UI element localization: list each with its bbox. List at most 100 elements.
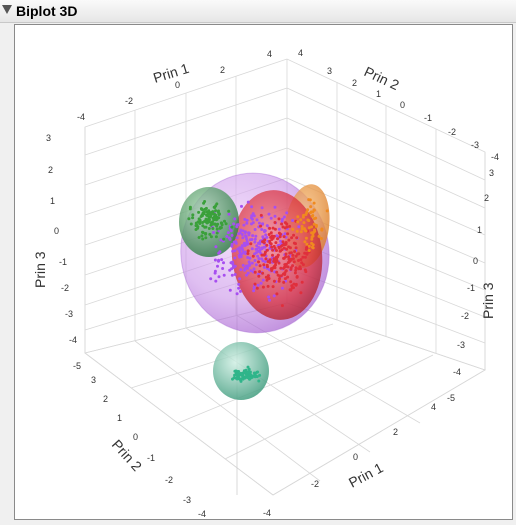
data-point: [217, 259, 220, 263]
data-point: [262, 245, 266, 249]
data-point: [204, 232, 208, 236]
plot-frame[interactable]: -4 -2 0 2 4 4 3 2 1 0 -1 -2 -3 -4 3 2 1 …: [14, 24, 513, 520]
data-point: [233, 264, 237, 268]
data-point: [237, 370, 241, 373]
data-point: [297, 252, 301, 256]
data-point: [233, 373, 237, 377]
data-point: [303, 251, 307, 255]
data-point: [257, 221, 261, 225]
tick-label: -4: [263, 508, 271, 518]
data-point: [283, 221, 287, 225]
data-point: [250, 261, 254, 265]
data-point: [242, 241, 246, 245]
tick-label: -5: [447, 393, 455, 403]
data-point: [215, 231, 219, 235]
data-point: [267, 233, 271, 236]
data-point: [261, 271, 265, 275]
data-point: [263, 238, 267, 242]
data-point: [275, 249, 278, 252]
data-point: [278, 249, 282, 253]
data-point: [288, 288, 292, 292]
data-point: [303, 240, 307, 244]
data-point: [265, 224, 269, 228]
disclosure-triangle-icon[interactable]: [2, 5, 12, 14]
data-point: [263, 260, 267, 264]
ticks-prin2-top: 4 3 2 1 0 -1 -2 -3 -4: [298, 48, 499, 162]
data-point: [230, 225, 234, 229]
data-point: [310, 241, 314, 245]
data-point: [269, 231, 273, 235]
data-point: [201, 237, 205, 241]
data-point: [252, 374, 256, 378]
data-point: [290, 236, 294, 240]
data-point: [242, 223, 246, 227]
tick-label: 4: [267, 49, 272, 59]
data-point: [222, 261, 225, 265]
data-point: [299, 230, 303, 234]
data-point: [266, 274, 270, 278]
data-point: [287, 255, 290, 259]
tick-label: 3: [91, 375, 96, 385]
tick-label: 1: [376, 89, 381, 99]
data-point: [293, 271, 297, 275]
data-point: [283, 232, 287, 236]
data-point: [254, 247, 258, 251]
axis-label-prin2-bottom: Prin 2: [109, 436, 146, 474]
data-point: [230, 244, 234, 248]
axis-label-prin2-top: Prin 2: [362, 63, 402, 93]
data-point: [241, 229, 245, 233]
data-point: [241, 236, 245, 240]
data-point: [194, 224, 198, 228]
data-point: [249, 242, 253, 246]
data-point: [277, 279, 281, 283]
tick-label: 2: [484, 193, 489, 203]
data-point: [313, 228, 316, 232]
data-point: [317, 234, 321, 238]
data-point: [312, 208, 316, 212]
data-point: [257, 260, 260, 264]
data-point: [268, 239, 272, 243]
data-point: [310, 237, 314, 241]
tick-label: -1: [467, 283, 475, 293]
tick-label: -4: [491, 152, 499, 162]
data-point: [277, 231, 281, 235]
data-point: [296, 220, 300, 224]
data-point: [187, 217, 191, 221]
data-point: [277, 245, 281, 249]
data-point: [296, 215, 300, 219]
data-point: [283, 273, 287, 276]
data-point: [261, 285, 265, 289]
data-point: [243, 268, 247, 272]
data-point: [283, 277, 287, 281]
data-point: [246, 252, 250, 255]
axis-label-prin3-right: Prin 3: [480, 282, 496, 319]
data-point: [252, 371, 256, 375]
data-point: [244, 264, 248, 268]
data-point: [253, 228, 257, 231]
data-point: [199, 207, 203, 211]
data-point: [283, 265, 286, 269]
data-point: [291, 264, 295, 268]
data-point: [309, 205, 313, 209]
data-point: [303, 255, 307, 259]
data-point: [257, 379, 261, 383]
tick-label: 4: [431, 402, 436, 412]
data-point: [258, 264, 262, 268]
tick-label: 0: [473, 256, 478, 266]
biplot-3d-canvas[interactable]: -4 -2 0 2 4 4 3 2 1 0 -1 -2 -3 -4 3 2 1 …: [15, 25, 512, 519]
tick-label: 3: [327, 66, 332, 76]
data-point: [271, 226, 275, 230]
data-point: [240, 246, 244, 249]
data-point: [314, 225, 318, 228]
data-point: [213, 271, 217, 275]
data-point: [253, 240, 257, 244]
data-point: [201, 224, 205, 228]
data-point: [226, 231, 230, 235]
data-point: [301, 255, 305, 259]
data-point: [249, 376, 253, 380]
data-point: [260, 228, 264, 231]
data-point: [312, 222, 316, 226]
data-point: [284, 269, 288, 273]
data-point: [246, 271, 250, 275]
data-point: [204, 225, 208, 229]
